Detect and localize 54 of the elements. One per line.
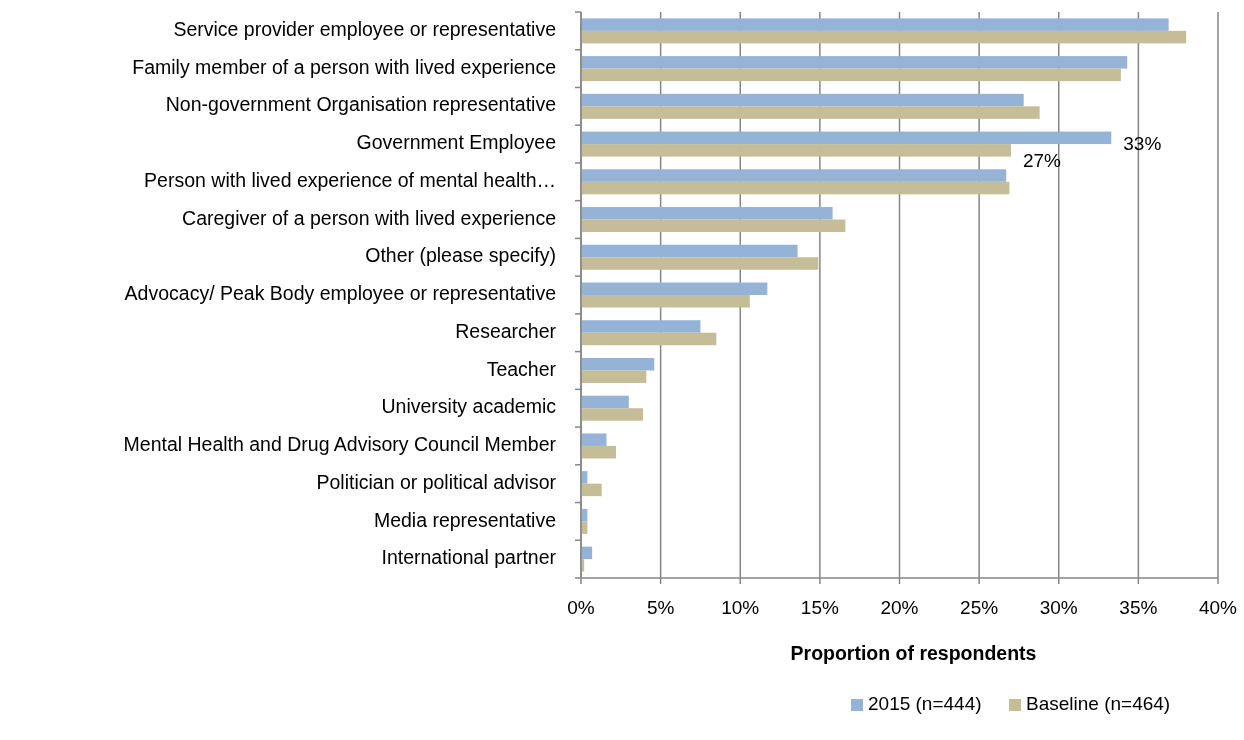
x-tick-label: 25% (960, 597, 999, 618)
y-tick-label: Government Employee (356, 131, 556, 154)
x-axis-title: Proportion of respondents (790, 642, 1037, 664)
bar (581, 18, 1169, 31)
bar (581, 332, 717, 346)
x-tick-label: 20% (880, 597, 919, 618)
y-tick-label: Other (please specify) (365, 244, 556, 267)
x-tick-label: 0% (567, 597, 595, 618)
bar (581, 30, 1187, 44)
y-tick-label: Researcher (455, 319, 557, 342)
x-tick-label: 10% (721, 597, 760, 618)
y-tick-label: Mental Health and Drug Advisory Council Member (123, 433, 557, 456)
y-tick-label: International partner (381, 546, 557, 569)
y-tick-label: Media representative (373, 508, 556, 531)
y-tick-label: Politician or political advisor (316, 470, 557, 493)
data-label: 27% (1022, 150, 1062, 172)
bar (581, 445, 617, 459)
bar (581, 357, 655, 371)
data-label: 33% (1123, 132, 1162, 154)
x-tick-label: 35% (1119, 597, 1158, 618)
x-tick-label: 5% (646, 597, 675, 618)
legend-label: Baseline (n=464) (1026, 693, 1171, 715)
bar (581, 320, 701, 333)
bar (581, 144, 1011, 157)
bar (581, 483, 602, 497)
bar (581, 131, 1112, 145)
y-tick-label: Family member of a person with lived experience (132, 55, 556, 78)
bar (581, 295, 750, 308)
bar (581, 244, 798, 258)
bar (581, 169, 1007, 182)
y-tick-label: Advocacy/ Peak Body employee or representative (124, 282, 556, 305)
bar (581, 370, 647, 383)
y-tick-label: Caregiver of a person with lived experience (182, 206, 556, 229)
bar (581, 181, 1010, 195)
bar (581, 433, 607, 446)
x-tick-label: 40% (1198, 597, 1238, 618)
bar (581, 395, 629, 409)
x-tick-label: 15% (800, 597, 839, 618)
legend-label: 2015 (n=444) (868, 693, 982, 715)
bar (581, 56, 1128, 69)
bar (581, 219, 846, 233)
y-tick-label: Service provider employee or representative (173, 18, 556, 41)
y-tick-label: Person with lived experience of mental health… (144, 168, 556, 191)
y-tick-label: Teacher (486, 357, 557, 380)
bar (581, 68, 1121, 82)
y-tick-label: Non-government Organisation representative (165, 93, 556, 116)
y-tick-label: University academic (381, 395, 557, 418)
bar (581, 93, 1024, 107)
bar (581, 207, 833, 220)
bar (581, 408, 644, 421)
bar (581, 257, 819, 270)
x-tick-label: 30% (1039, 597, 1078, 618)
bar (581, 106, 1040, 119)
bar (581, 282, 768, 295)
